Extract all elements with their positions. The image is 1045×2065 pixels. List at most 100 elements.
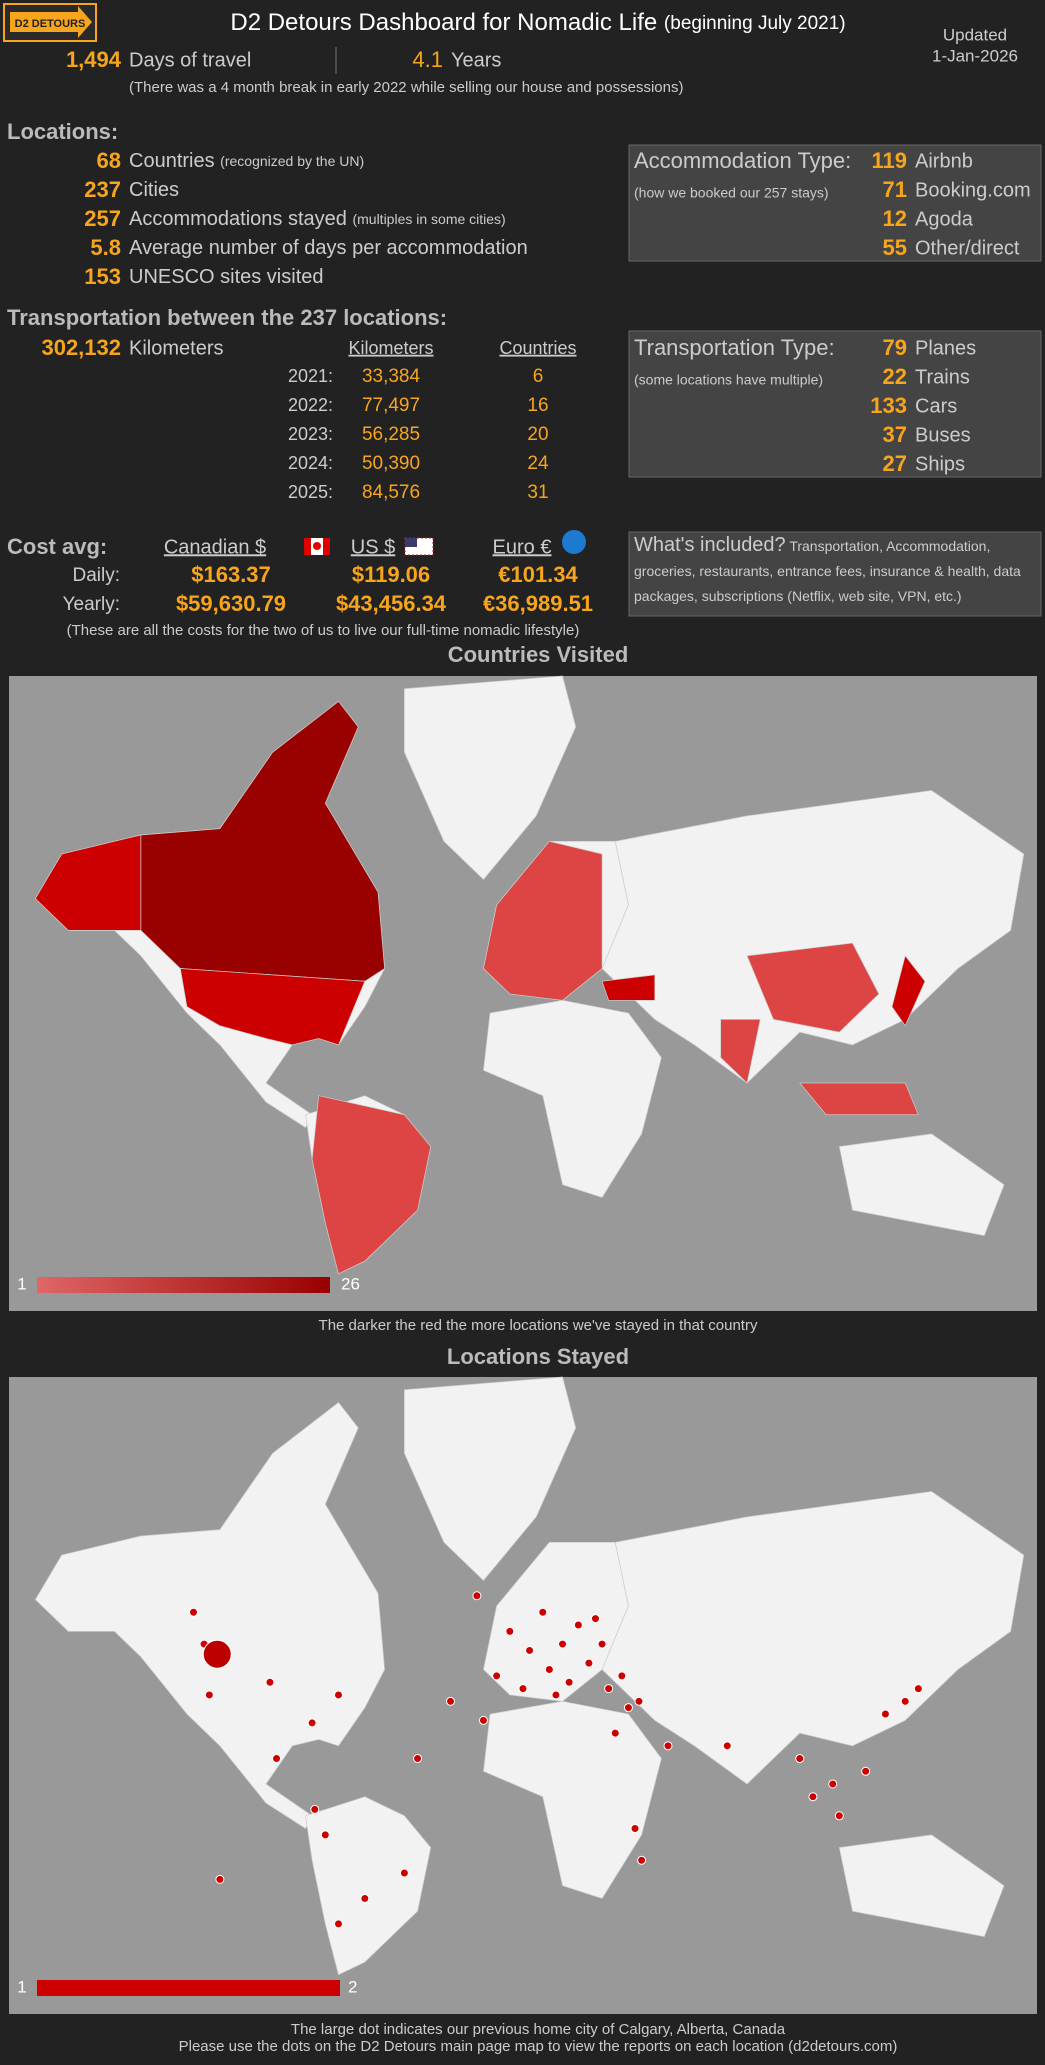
cost-value: $119.06	[352, 562, 430, 587]
included-paragraph: What's included? Transportation, Accommo…	[634, 533, 1038, 609]
included-box	[628, 531, 1042, 617]
location-note: (multiples in some cities)	[352, 211, 505, 227]
transport_type-label: Ships	[915, 453, 965, 475]
cost-value: $43,456.34	[336, 591, 447, 616]
stay-dot	[492, 1671, 502, 1681]
legend-min: 1	[17, 1274, 26, 1293]
stay-dot	[558, 1639, 568, 1649]
transport_type-label: Cars	[915, 395, 957, 417]
row-km: 77,497	[362, 395, 420, 416]
continent	[483, 1700, 662, 1899]
location-item: Countries (recognized by the UN)	[129, 150, 364, 172]
location-value: 68	[97, 148, 121, 173]
transport_type-label: Buses	[915, 424, 971, 446]
flag-ca-leaf	[313, 542, 321, 550]
visited-region	[179, 968, 366, 1046]
locations-heading: Locations:	[7, 119, 118, 144]
stay-dot	[623, 1703, 633, 1713]
map-caption: The large dot indicates our previous hom…	[291, 2021, 786, 2038]
transport_type-value: 37	[883, 422, 907, 447]
stay-dot	[544, 1665, 554, 1675]
column-header: Kilometers	[348, 338, 433, 358]
stay-dot	[265, 1677, 275, 1687]
stay-dot	[808, 1792, 818, 1802]
row-countries: 24	[527, 453, 549, 474]
map-caption: Please use the dots on the D2 Detours ma…	[179, 2038, 898, 2055]
transport_type-value: 79	[883, 335, 907, 360]
stay-dot	[722, 1741, 732, 1751]
column-header: Countries	[499, 338, 576, 358]
flag-eu	[562, 530, 586, 554]
stay-dot	[573, 1620, 583, 1630]
visited-region	[799, 1082, 919, 1116]
cost-value: $163.37	[191, 562, 271, 587]
row-countries: 16	[527, 395, 548, 416]
stay-dot	[861, 1766, 871, 1776]
stay-dot	[597, 1639, 607, 1649]
logo: D2 DETOURS	[15, 18, 86, 30]
location-item: UNESCO sites visited	[129, 266, 324, 288]
stay-dot	[900, 1696, 910, 1706]
accommodation-note: (how we booked our 257 stays)	[634, 185, 829, 201]
cost-value: €36,989.51	[483, 591, 593, 616]
cost-heading: Cost avg:	[7, 534, 107, 559]
row-year: 2021:	[288, 366, 333, 386]
row-countries: 6	[533, 366, 544, 387]
updated-label: Updated	[943, 25, 1007, 44]
legend-max: 2	[348, 1977, 357, 1996]
location-label: UNESCO sites visited	[129, 266, 324, 288]
stay-dot	[478, 1715, 488, 1725]
transport-heading: Transportation between the 237 locations…	[7, 305, 447, 330]
location-label: Average number of days per accommodation	[129, 237, 528, 259]
legend-max: 26	[341, 1274, 360, 1293]
stay-dot	[307, 1718, 317, 1728]
stay-dot	[446, 1696, 456, 1706]
flag-ca-r	[323, 538, 330, 555]
visited-region	[140, 700, 385, 982]
accommodation-value: 119	[872, 148, 908, 173]
row-year: 2022:	[288, 395, 333, 415]
title-main: D2 Detours Dashboard for Nomadic Life	[230, 9, 657, 36]
transport_type-title: Transportation Type:	[634, 335, 835, 360]
map-caption: The darker the red the more locations we…	[319, 1317, 758, 1334]
cost-value: $59,630.79	[176, 591, 286, 616]
legend-bar	[37, 1277, 330, 1293]
stay-dot	[215, 1874, 225, 1884]
continent	[483, 999, 662, 1198]
row-km: 56,285	[362, 424, 420, 445]
legend-bar	[37, 1980, 340, 1996]
continent	[404, 1376, 577, 1582]
transport_type-label: Planes	[915, 337, 976, 359]
transport_type-value: 27	[883, 451, 907, 476]
transport-box	[628, 330, 1042, 478]
flag-us-canton	[405, 538, 417, 547]
stay-dot	[272, 1754, 282, 1764]
stay-dot	[828, 1779, 838, 1789]
accommodation-value: 55	[883, 235, 907, 260]
summary-note: (There was a 4 month break in early 2022…	[129, 79, 683, 96]
title: D2 Detours Dashboard for Nomadic Life (b…	[230, 9, 845, 36]
stay-dot	[584, 1658, 594, 1668]
row-year: 2024:	[288, 453, 333, 473]
visited-region	[720, 1019, 761, 1084]
location-value: 5.8	[90, 235, 121, 260]
stay-dot	[333, 1690, 343, 1700]
stay-dot	[310, 1804, 320, 1814]
stay-dot	[333, 1919, 343, 1929]
accommodation-label: Agoda	[915, 208, 974, 230]
accommodation-title: Accommodation Type:	[634, 148, 851, 173]
visited-region	[34, 834, 142, 931]
years-value: 4.1	[412, 47, 443, 72]
home-dot	[202, 1639, 232, 1669]
legend-min: 1	[17, 1977, 26, 1996]
stay-dot	[630, 1823, 640, 1833]
transport_type-label: Trains	[915, 366, 970, 388]
stay-dot	[413, 1754, 423, 1764]
location-item: Accommodations stayed (multiples in some…	[129, 208, 506, 230]
flag-ca-l	[304, 538, 311, 555]
visited-region	[746, 942, 880, 1033]
currency: US $	[351, 536, 395, 558]
stay-dot	[795, 1754, 805, 1764]
continent	[404, 675, 577, 881]
